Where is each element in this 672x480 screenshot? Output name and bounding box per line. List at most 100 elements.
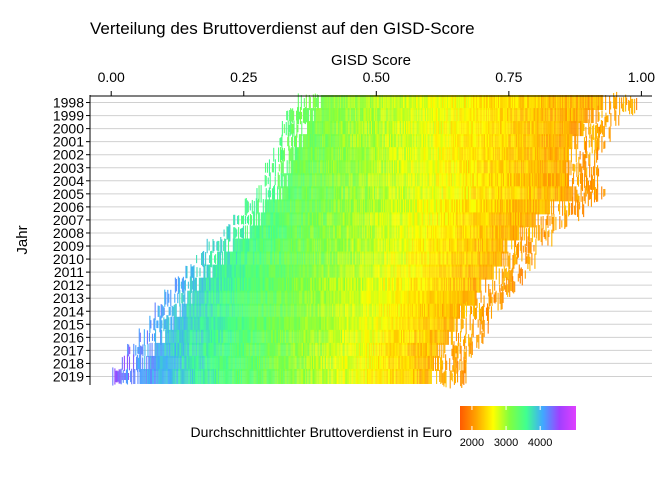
data-cell (527, 108, 529, 124)
data-cell (525, 108, 527, 124)
data-cell (423, 134, 426, 150)
data-cell (518, 134, 521, 150)
data-cell (477, 95, 480, 111)
data-cell (388, 225, 390, 241)
data-cell (348, 212, 350, 228)
data-cell (311, 212, 314, 228)
data-cell (289, 251, 291, 267)
data-cell (484, 147, 486, 163)
data-cell (505, 225, 507, 241)
data-cell (394, 186, 396, 202)
data-cell (335, 121, 337, 137)
data-cell (331, 173, 333, 189)
data-cell (377, 238, 379, 254)
data-cell (209, 290, 211, 306)
data-cell (283, 290, 285, 306)
data-cell (448, 108, 450, 124)
data-cell (459, 238, 461, 254)
data-cell (387, 264, 389, 280)
data-cell (304, 186, 307, 202)
data-cell (444, 108, 446, 124)
data-cell (459, 160, 461, 176)
data-cell (357, 290, 359, 306)
data-cell (506, 225, 508, 241)
data-cell (306, 134, 308, 150)
data-cell (463, 134, 465, 150)
data-cell (432, 134, 434, 150)
data-cell (283, 225, 285, 241)
data-cell (323, 108, 325, 124)
data-cell (509, 108, 511, 124)
data-cell (528, 226, 531, 242)
data-cell (289, 110, 291, 122)
data-cell (315, 134, 317, 150)
data-cell (445, 173, 447, 189)
data-cell (419, 134, 421, 150)
data-cell (578, 203, 580, 222)
data-cell (314, 251, 316, 267)
data-cell (341, 238, 343, 254)
data-cell (332, 147, 334, 163)
data-cell (291, 225, 293, 241)
data-cell (553, 147, 555, 163)
data-cell (483, 186, 485, 202)
data-cell (343, 290, 345, 306)
data-cell (308, 277, 311, 293)
data-cell (253, 251, 255, 267)
data-cell (308, 290, 310, 306)
data-cell (439, 199, 442, 215)
data-cell (402, 121, 404, 137)
data-cell (369, 173, 371, 189)
data-cell (569, 202, 571, 215)
data-cell (443, 160, 445, 176)
data-cell (491, 121, 493, 137)
data-cell (383, 238, 385, 254)
data-cell (477, 147, 479, 163)
data-cell (513, 121, 515, 137)
data-cell (577, 121, 579, 137)
data-cell (357, 238, 360, 254)
data-cell (364, 199, 366, 215)
data-cell (580, 172, 583, 190)
data-cell (219, 264, 221, 280)
data-cell (605, 95, 607, 111)
data-cell (599, 124, 601, 135)
data-cell (459, 121, 461, 137)
data-cell (528, 199, 530, 215)
data-cell (412, 277, 414, 293)
data-cell (362, 290, 364, 306)
data-cell (275, 251, 277, 267)
data-cell (300, 95, 302, 110)
data-cell (308, 186, 310, 202)
data-cell (337, 264, 339, 280)
data-cell (365, 290, 367, 306)
data-cell (584, 157, 586, 176)
data-cell (455, 147, 457, 163)
data-cell (331, 225, 333, 241)
data-cell (454, 173, 456, 189)
data-cell (340, 225, 342, 241)
data-cell (488, 186, 490, 202)
data-cell (437, 186, 439, 202)
data-cell (585, 108, 587, 124)
data-cell (483, 264, 485, 280)
data-cell (480, 173, 482, 189)
data-cell (583, 108, 585, 124)
data-cell (404, 199, 407, 215)
data-cell (302, 264, 304, 280)
data-cell (209, 277, 211, 293)
data-cell (182, 291, 184, 305)
data-cell (509, 173, 511, 189)
data-cell (528, 251, 530, 265)
data-cell (282, 225, 284, 241)
data-cell (519, 212, 521, 228)
data-cell (329, 134, 331, 150)
data-cell (367, 199, 369, 215)
data-cell (371, 147, 373, 163)
data-cell (532, 108, 534, 124)
data-cell (263, 251, 265, 267)
data-cell (422, 108, 424, 124)
data-cell (552, 147, 554, 163)
data-cell (269, 290, 271, 306)
data-cell (573, 121, 575, 137)
